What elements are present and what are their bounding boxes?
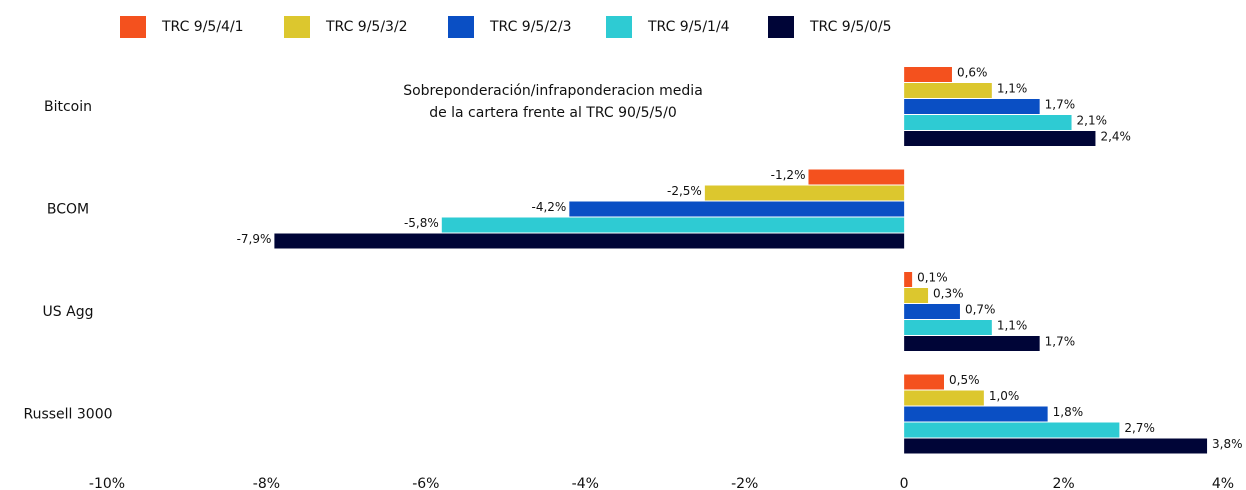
legend-label: TRC 9/5/2/3 [489,19,572,35]
bar [904,288,929,303]
bar [569,201,905,217]
value-label: 1,7% [1045,335,1076,349]
bar [904,99,1040,114]
legend-swatch [606,16,632,38]
legend-label: TRC 9/5/0/5 [809,19,892,35]
bar [904,406,1048,422]
bar [904,390,984,406]
value-label: 0,3% [933,287,964,301]
bar [808,169,905,185]
value-label: 1,7% [1045,98,1076,112]
annotation: Sobreponderación/infraponderacion media [403,83,703,99]
x-tick-label: -6% [412,476,439,490]
bar [904,304,960,319]
bar [441,217,905,233]
value-label: -7,9% [237,232,272,246]
category-label: Russell 3000 [23,407,112,423]
bar [904,131,1096,146]
bar [904,67,952,82]
category-label: Bitcoin [44,99,92,115]
value-label: 3,8% [1212,437,1243,451]
annotation: de la cartera frente al TRC 90/5/5/0 [429,105,677,121]
value-label: -2,5% [667,184,702,198]
bar [704,185,905,201]
x-tick-label: 4% [1212,476,1234,490]
x-tick-label: 0 [900,476,909,490]
category-label: BCOM [47,202,89,218]
legend-swatch [448,16,474,38]
value-label: -5,8% [404,216,439,230]
x-tick-label: -4% [572,476,599,490]
bar [904,115,1072,130]
bar [274,233,905,249]
value-label: 1,0% [989,389,1020,403]
value-label: 2,7% [1124,421,1155,435]
x-tick-label: 2% [1052,476,1074,490]
bar [904,336,1040,351]
value-label: 0,1% [917,271,948,285]
legend-label: TRC 9/5/1/4 [647,19,730,35]
bar [904,272,913,287]
bar [904,374,944,390]
value-label: -1,2% [771,168,806,182]
value-label: 1,1% [997,82,1028,96]
value-label: 0,7% [965,303,996,317]
value-label: 0,5% [949,373,980,387]
x-tick-label: -8% [253,476,280,490]
value-label: 2,1% [1077,114,1108,128]
legend-label: TRC 9/5/4/1 [161,19,244,35]
legend-label: TRC 9/5/3/2 [325,19,408,35]
bar [904,438,1208,454]
bar [904,422,1120,438]
value-label: 1,1% [997,319,1028,333]
bar [904,320,992,335]
x-tick-label: -2% [731,476,758,490]
value-label: 1,8% [1053,405,1084,419]
legend-swatch [120,16,146,38]
value-label: 2,4% [1100,130,1131,144]
x-tick-label: -10% [89,476,125,490]
legend-swatch [768,16,794,38]
value-label: -4,2% [532,200,567,214]
value-label: 0,6% [957,66,988,80]
category-label: US Agg [43,304,94,320]
bar [904,83,992,98]
legend-swatch [284,16,310,38]
